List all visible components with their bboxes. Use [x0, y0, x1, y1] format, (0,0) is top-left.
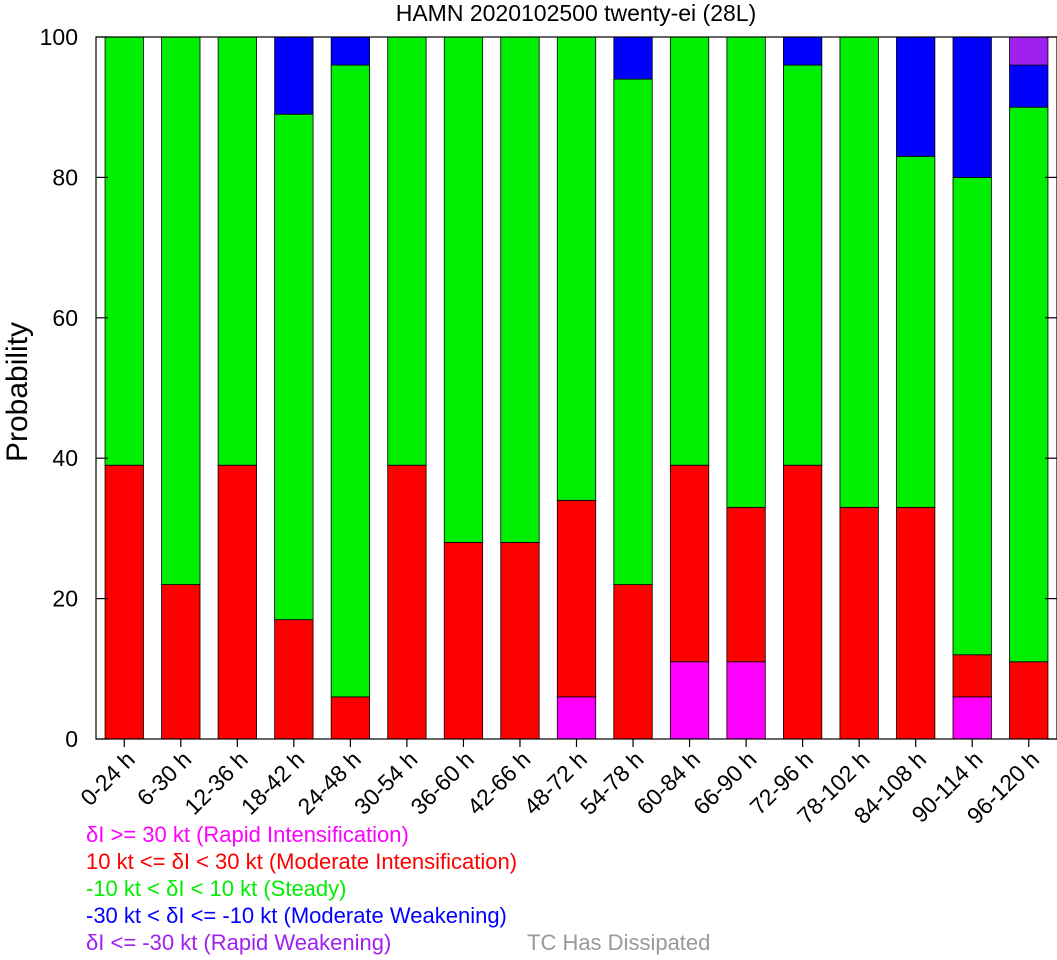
bar-segment-13-2 — [839, 36, 879, 508]
bar-segment-3-1 — [274, 619, 314, 740]
legend-entry-4: δI <= -30 kt (Rapid Weakening) — [86, 930, 391, 955]
bar-segment-2-2 — [217, 36, 257, 466]
bar-segment-16-3 — [1009, 64, 1049, 108]
bar-segment-11-1 — [726, 506, 766, 663]
bar-segment-15-2 — [952, 176, 992, 656]
bar-segment-0-2 — [104, 36, 144, 466]
bar-segment-14-3 — [896, 36, 936, 157]
bar-segment-7-2 — [500, 36, 540, 543]
bar-segment-2-1 — [217, 464, 257, 740]
bar-segment-0-1 — [104, 464, 144, 740]
x-tick-label-0: 0-24 h — [75, 746, 140, 811]
y-tick-label-2: 40 — [52, 445, 78, 471]
bar-segment-4-2 — [330, 64, 371, 698]
legend-entry-1: 10 kt <= δI < 30 kt (Moderate Intensific… — [86, 849, 517, 874]
bar-segment-12-3 — [782, 36, 823, 66]
bar-segment-5-1 — [387, 464, 427, 740]
bar-segment-9-3 — [613, 36, 653, 80]
bar-segment-8-2 — [556, 36, 597, 501]
bars-layer — [104, 36, 1049, 740]
bar-segment-3-2 — [274, 113, 314, 621]
bar-segment-11-0 — [726, 661, 766, 740]
legend-entry-3: -30 kt < δI <= -10 kt (Moderate Weakenin… — [86, 903, 507, 928]
bar-segment-5-2 — [387, 36, 427, 466]
bar-segment-10-2 — [669, 36, 710, 466]
bar-segment-15-0 — [952, 696, 992, 740]
y-tick-label-1: 20 — [52, 586, 78, 612]
bar-segment-12-2 — [782, 64, 823, 466]
y-tick-label-5: 100 — [40, 24, 78, 50]
bar-segment-14-1 — [896, 506, 936, 740]
bar-segment-12-1 — [782, 464, 823, 740]
bar-segment-8-1 — [556, 499, 597, 698]
bar-segment-1-2 — [161, 36, 201, 585]
bar-segment-8-0 — [556, 696, 597, 740]
bar-segment-11-2 — [726, 36, 766, 508]
bar-segment-6-1 — [443, 542, 484, 740]
bar-segment-9-1 — [613, 584, 653, 740]
bar-segment-4-1 — [330, 696, 371, 740]
y-axis-label: Probability — [1, 322, 34, 462]
bar-segment-7-1 — [500, 542, 540, 740]
y-tick-label-4: 80 — [52, 164, 78, 190]
bar-segment-4-3 — [330, 36, 371, 66]
bar-segment-16-2 — [1009, 106, 1049, 663]
bar-segment-14-2 — [896, 155, 936, 508]
bar-segment-10-1 — [669, 464, 710, 663]
bar-segment-13-1 — [839, 506, 879, 740]
legend-entry-0: δI >= 30 kt (Rapid Intensification) — [86, 822, 409, 847]
bar-segment-1-1 — [161, 584, 201, 740]
legend-entry-5: TC Has Dissipated — [527, 930, 710, 955]
y-tick-label-3: 60 — [52, 305, 78, 331]
chart-title: HAMN 2020102500 twenty-ei (28L) — [396, 0, 757, 26]
bar-segment-15-1 — [952, 654, 992, 698]
legend-entry-2: -10 kt < δI < 10 kt (Steady) — [86, 876, 346, 901]
bar-segment-3-3 — [274, 36, 314, 115]
bar-segment-10-0 — [669, 661, 710, 740]
bar-segment-6-2 — [443, 36, 484, 543]
legend: δI >= 30 kt (Rapid Intensification)10 kt… — [86, 822, 710, 955]
bar-segment-9-2 — [613, 78, 653, 585]
bar-segment-15-3 — [952, 36, 992, 178]
y-tick-label-0: 0 — [65, 726, 78, 752]
bar-segment-16-1 — [1009, 661, 1049, 740]
bar-segment-16-4 — [1009, 36, 1049, 66]
